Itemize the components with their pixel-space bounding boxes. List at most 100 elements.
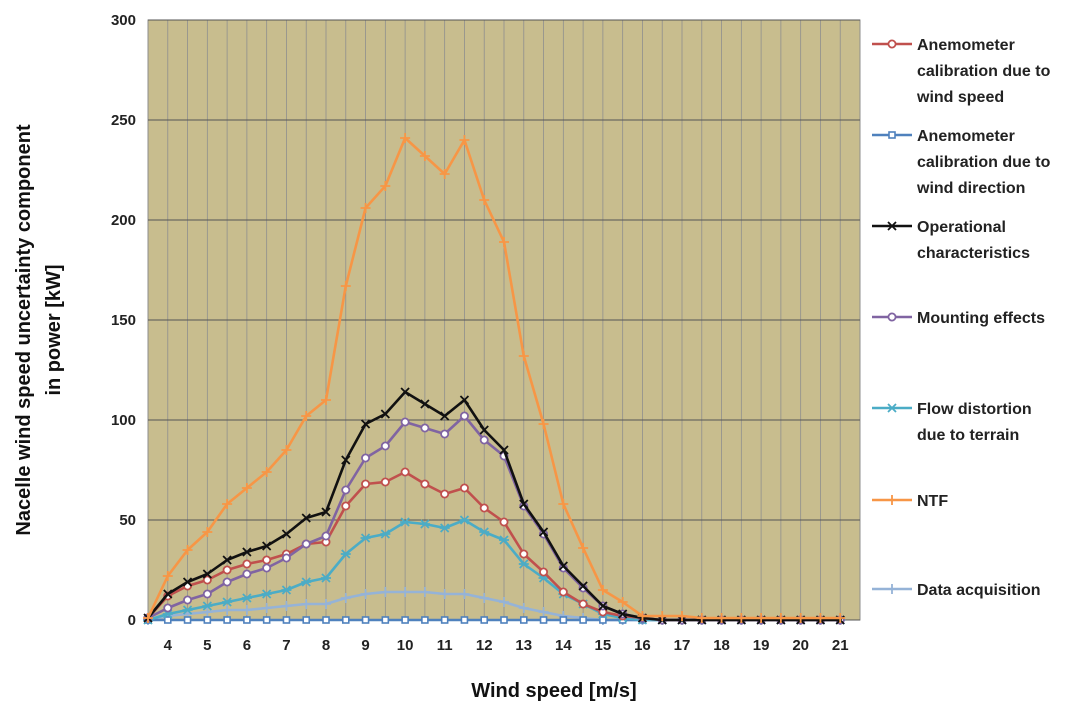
x-tick-label: 4	[164, 637, 173, 654]
data-point	[163, 589, 173, 599]
data-point	[162, 571, 173, 581]
legend-label: Data acquisition	[917, 582, 1041, 599]
data-point	[261, 467, 272, 477]
legend-entry: Operational characteristics	[872, 219, 1030, 262]
x-tick-label: 17	[674, 637, 691, 654]
data-point	[203, 616, 212, 624]
data-point	[182, 545, 193, 555]
data-point	[459, 483, 469, 493]
data-point	[539, 616, 548, 624]
data-point	[459, 589, 470, 599]
data-point	[243, 616, 251, 624]
data-point	[459, 411, 469, 421]
data-point	[696, 613, 707, 623]
data-point	[143, 613, 153, 623]
data-point	[380, 587, 391, 597]
data-point	[163, 616, 172, 624]
data-point	[500, 616, 508, 624]
data-point	[182, 577, 193, 587]
data-point	[401, 616, 409, 624]
data-point	[420, 399, 430, 409]
y-tick-label: 150	[111, 312, 136, 329]
data-point	[222, 555, 232, 565]
data-point	[222, 565, 232, 575]
legend-label: Flow distortion	[917, 401, 1032, 418]
data-point	[223, 616, 231, 624]
x-tick-label: 19	[753, 637, 770, 654]
data-point	[183, 616, 192, 624]
data-point	[202, 569, 212, 579]
legend-entry: Flow distortion due to terrain	[872, 401, 1032, 444]
data-point	[281, 601, 292, 611]
legend-label: Anemometer	[917, 128, 1015, 145]
data-point	[657, 611, 668, 621]
x-tick-label: 18	[713, 637, 730, 654]
legend-swatch-marker	[887, 495, 897, 505]
data-point	[756, 613, 767, 623]
x-tick-label: 16	[634, 637, 651, 654]
data-point	[380, 409, 390, 419]
y-tick-label: 300	[111, 12, 136, 29]
data-point	[499, 445, 509, 455]
x-tick-label: 20	[792, 637, 809, 654]
series-operational-characteristics	[143, 387, 845, 625]
data-point	[341, 501, 351, 511]
legend-swatch-marker	[887, 312, 897, 322]
data-point	[440, 429, 450, 439]
data-point	[380, 529, 391, 539]
data-point	[242, 547, 252, 557]
legend-entry: Anemometer calibration due to wind directi…	[872, 128, 1051, 197]
data-point	[202, 601, 213, 611]
data-point	[558, 499, 569, 509]
data-point	[361, 479, 371, 489]
data-point	[301, 411, 312, 421]
data-point	[380, 181, 391, 191]
x-tick-label: 10	[397, 637, 414, 654]
data-point	[835, 613, 846, 623]
series-ntf	[143, 133, 846, 623]
data-point	[241, 593, 252, 603]
data-point	[360, 589, 371, 599]
data-point	[321, 395, 331, 405]
data-point	[617, 597, 628, 607]
data-point	[499, 597, 509, 607]
legend-label: Anemometer	[917, 37, 1015, 54]
data-point	[381, 616, 390, 624]
data-point	[222, 499, 233, 509]
data-point	[380, 477, 390, 487]
data-point	[261, 603, 272, 613]
legend-label: calibration due to	[917, 63, 1051, 80]
data-point	[321, 573, 331, 583]
data-point	[202, 607, 213, 617]
x-tick-label: 7	[282, 637, 290, 654]
data-point	[736, 613, 747, 623]
data-point	[361, 616, 370, 624]
data-point	[202, 527, 213, 537]
data-point	[716, 613, 727, 623]
data-point	[440, 411, 450, 421]
y-axis-title-line-1: Nacelle wind speed uncertainty component	[13, 124, 35, 536]
data-point	[302, 616, 311, 624]
data-point	[222, 597, 233, 607]
y-tick-label: 0	[128, 612, 136, 629]
series-group	[143, 133, 846, 625]
data-point	[400, 133, 411, 143]
data-point	[499, 517, 509, 527]
data-point	[479, 195, 490, 205]
data-point	[439, 523, 450, 533]
series-line	[146, 390, 841, 622]
data-point	[421, 616, 429, 624]
data-point	[558, 561, 568, 571]
y-tick-label: 250	[111, 112, 136, 129]
legend-label: wind direction	[916, 180, 1025, 197]
data-point	[183, 595, 193, 605]
data-point	[579, 616, 587, 624]
data-point	[163, 603, 173, 613]
data-point	[301, 513, 311, 523]
data-point	[321, 531, 331, 541]
x-tick-label: 6	[243, 637, 251, 654]
data-point	[222, 605, 233, 615]
legend-entry: Mounting effects	[872, 310, 1045, 327]
legend-swatch-marker	[887, 584, 897, 594]
data-point	[618, 609, 628, 619]
